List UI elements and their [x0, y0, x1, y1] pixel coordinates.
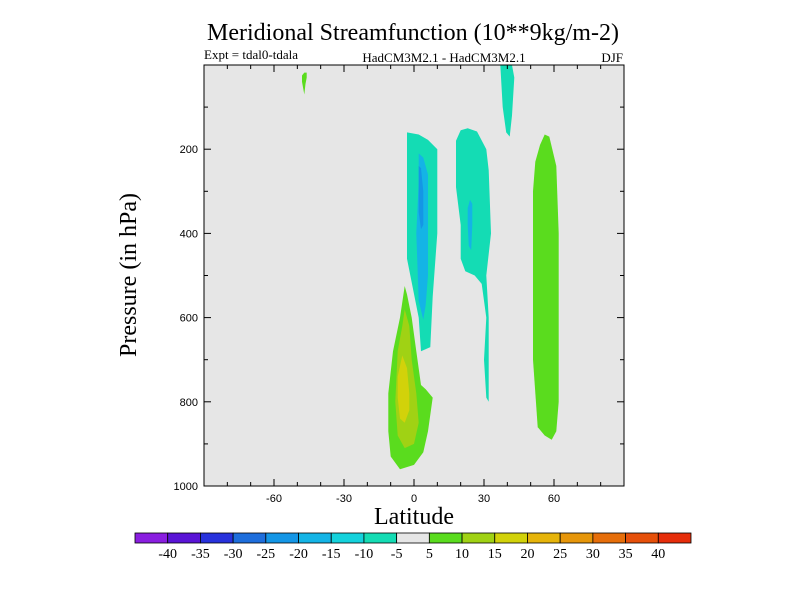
contour-green-right-column	[533, 134, 559, 440]
contour-yellow-core-lower	[397, 355, 410, 423]
colorbar-swatch	[461, 532, 496, 544]
y-tick-label: 400	[180, 228, 198, 240]
colorbar-label: 25	[553, 547, 567, 562]
contour-blue-core-upper	[418, 166, 424, 230]
x-tick-label: 30	[478, 493, 490, 505]
y-tick-label: 600	[180, 313, 198, 325]
colorbar-label: 40	[651, 547, 665, 562]
colorbar-swatch	[396, 532, 430, 544]
x-tick-label: 60	[548, 493, 560, 505]
colorbar-swatch	[428, 532, 463, 544]
colorbar-label: 30	[586, 547, 600, 562]
colorbar-label: -30	[224, 547, 243, 562]
contour-teal-column-right	[456, 128, 491, 402]
contour-cyan-patch-right	[467, 199, 473, 251]
colorbar-label: -5	[391, 547, 403, 562]
colorbar: -40 -35 -30 -25 -20 -15 -10 -5 5 10 15 20 25 30 35 40	[134, 532, 692, 562]
subtitle-center: HadCM3M2.1 - HadCM3M2.1	[362, 50, 525, 65]
colorbar-swatch	[559, 532, 594, 544]
colorbar-swatch	[232, 532, 267, 544]
colorbar-label: -10	[355, 547, 374, 562]
colorbar-label: 20	[520, 547, 534, 562]
colorbar-swatch	[592, 532, 626, 544]
axis-ticks: -60 -30 0 30 60 200 400 600 800 1000	[174, 65, 624, 505]
x-tick-label: 0	[411, 493, 417, 505]
colorbar-label: -40	[158, 547, 177, 562]
colorbar-swatch	[657, 532, 692, 544]
y-axis-label: Pressure (in hPa)	[116, 193, 142, 357]
colorbar-label: -25	[256, 547, 275, 562]
colorbar-swatch	[527, 532, 561, 544]
colorbar-label: 15	[488, 547, 502, 562]
colorbar-swatch	[134, 532, 169, 544]
colorbar-swatch	[200, 532, 234, 544]
colorbar-swatch	[363, 532, 398, 544]
y-tick-label: 800	[180, 397, 198, 409]
colorbar-label: -20	[289, 547, 308, 562]
y-tick-label: 1000	[174, 481, 198, 493]
colorbar-label: 35	[619, 547, 633, 562]
subtitle-left: Expt = tdal0-tdala	[204, 47, 298, 62]
colorbar-label: 10	[455, 547, 469, 562]
colorbar-label: -15	[322, 547, 341, 562]
subtitle-right: DJF	[601, 50, 623, 65]
colorbar-swatch	[625, 532, 659, 544]
x-tick-label: -60	[266, 493, 282, 505]
contour-regions	[302, 65, 559, 470]
colorbar-label: 5	[426, 547, 433, 562]
y-tick-label: 200	[180, 144, 198, 156]
x-axis-label: Latitude	[374, 504, 454, 530]
colorbar-swatch	[265, 532, 299, 544]
colorbar-swatch	[298, 532, 332, 544]
contour-green-sliver-left	[302, 72, 307, 95]
x-tick-label: -30	[336, 493, 352, 505]
chart-title: Meridional Streamfunction (10**9kg/m-2)	[207, 20, 619, 46]
colorbar-swatch	[494, 532, 528, 544]
plot-area: -60 -30 0 30 60 200 400 600 800 1000	[174, 64, 625, 505]
colorbar-label: -35	[191, 547, 210, 562]
colorbar-swatch	[167, 532, 201, 544]
colorbar-swatch	[330, 532, 365, 544]
contour-teal-column-top	[500, 65, 515, 137]
